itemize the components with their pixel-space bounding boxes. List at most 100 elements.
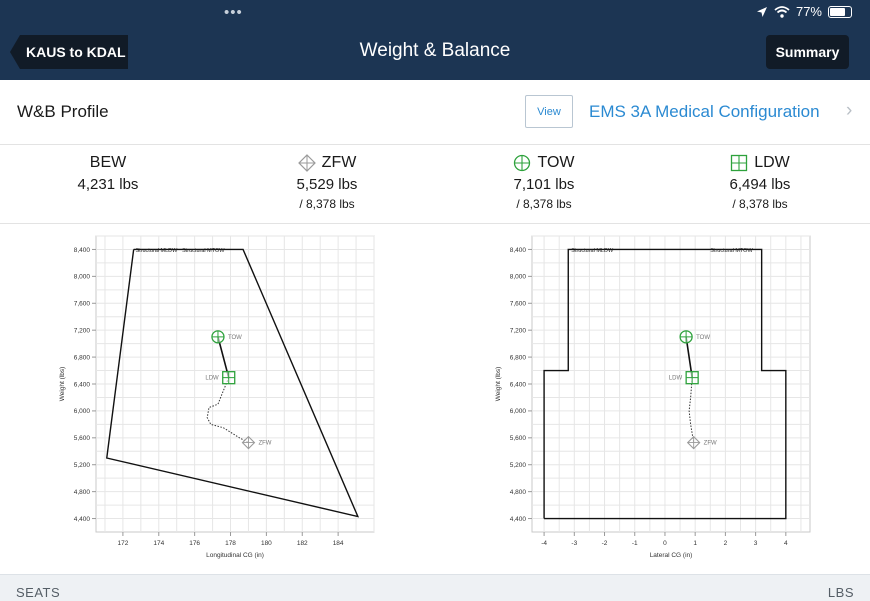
- x-tick-label: -3: [571, 540, 577, 547]
- x-tick-label: -4: [541, 540, 547, 547]
- y-tick-label: 8,400: [510, 247, 527, 254]
- weight-zfw: ZFW 5,529 lbs / 8,378 lbs: [227, 145, 427, 211]
- chevron-right-icon[interactable]: ›: [846, 100, 853, 121]
- y-tick-label: 4,800: [74, 489, 91, 496]
- point-label: TOW: [228, 335, 242, 341]
- x-tick-label: 3: [754, 540, 758, 547]
- weight-label: TOW: [537, 154, 575, 171]
- limit-label: Structural MTOW: [182, 248, 225, 254]
- weight-value: 6,494 lbs: [729, 176, 791, 193]
- x-tick-label: 184: [333, 540, 344, 547]
- weights-summary: BEW 4,231 lbs ZFW 5,529 lbs / 8,378 lbs …: [0, 145, 870, 224]
- x-tick-label: -1: [632, 540, 638, 547]
- y-tick-label: 5,200: [510, 462, 527, 469]
- y-tick-label: 5,600: [510, 435, 527, 442]
- y-tick-label: 5,600: [74, 435, 91, 442]
- y-tick-label: 8,000: [510, 274, 527, 281]
- limit-label: Structural MLDW: [135, 248, 178, 254]
- y-tick-label: 5,200: [74, 462, 91, 469]
- square-cross-icon: [731, 154, 748, 172]
- status-bar: ••• 77%: [0, 0, 870, 24]
- weight-label: BEW: [89, 154, 127, 171]
- wifi-icon: [774, 5, 790, 18]
- x-tick-label: 174: [153, 540, 164, 547]
- limit-label: Structural MLDW: [571, 248, 614, 254]
- x-tick-label: 1: [693, 540, 697, 547]
- battery-fill: [830, 7, 845, 16]
- y-tick-label: 6,400: [510, 381, 527, 388]
- zero-fuel-path: [688, 377, 695, 443]
- point-label: TOW: [696, 335, 710, 341]
- cg-envelope: [543, 248, 787, 520]
- point-label: LDW: [669, 376, 683, 382]
- weight-value: 4,231 lbs: [77, 176, 139, 193]
- weight-ldw: LDW 6,494 lbs / 8,378 lbs: [660, 145, 860, 211]
- y-tick-label: 6,800: [74, 354, 91, 361]
- x-tick-label: 2: [724, 540, 728, 547]
- y-tick-label: 4,400: [74, 516, 91, 523]
- ldw-marker-cross: [222, 371, 235, 384]
- battery-icon: [828, 5, 852, 18]
- y-axis-label: Weight (lbs): [495, 367, 502, 402]
- wb-profile-row[interactable]: W&B Profile View EMS 3A Medical Configur…: [0, 80, 870, 145]
- x-tick-label: 180: [261, 540, 272, 547]
- fuel-burn-line: [217, 336, 230, 378]
- status-icons: 77%: [756, 4, 852, 19]
- zfw-marker-cross: [242, 436, 255, 449]
- y-tick-label: 6,800: [510, 354, 527, 361]
- configuration-name[interactable]: EMS 3A Medical Configuration: [589, 102, 820, 121]
- summary-button[interactable]: Summary: [766, 35, 849, 69]
- diamond-icon: [297, 154, 316, 172]
- back-button[interactable]: KAUS to KDAL: [10, 35, 128, 69]
- x-tick-label: -2: [602, 540, 608, 547]
- fuel-burn-line: [685, 336, 693, 378]
- tow-marker-cross: [680, 330, 693, 343]
- lateral-cg-chart: -4 -3 -2 -1 0 1 2 3 4 4,400 4,800 5,200 5,600 6,000 6,…: [495, 235, 811, 559]
- y-tick-label: 6,000: [74, 408, 91, 415]
- weight-value: 7,101 lbs: [513, 176, 575, 193]
- zero-fuel-path: [206, 377, 249, 444]
- point-label: ZFW: [704, 441, 717, 447]
- wb-profile-label: W&B Profile: [17, 102, 109, 121]
- ldw-marker-cross: [686, 371, 699, 384]
- point-label: LDW: [205, 376, 219, 382]
- weight-max: / 8,378 lbs: [299, 197, 355, 211]
- x-axis-label: Longitudinal CG (in): [206, 552, 264, 559]
- page-title: Weight & Balance: [359, 40, 511, 61]
- x-tick-label: 178: [225, 540, 236, 547]
- weight-value: 5,529 lbs: [296, 176, 358, 193]
- circle-cross-icon: [514, 154, 531, 172]
- y-tick-label: 8,000: [74, 274, 91, 281]
- x-tick-label: 182: [297, 540, 308, 547]
- y-tick-label: 6,400: [74, 381, 91, 388]
- lbs-label: LBS: [827, 585, 854, 600]
- weight-tow: TOW 7,101 lbs / 8,378 lbs: [444, 145, 644, 211]
- zfw-marker-cross: [687, 436, 700, 449]
- view-button[interactable]: View: [525, 95, 573, 128]
- seats-label: SEATS: [16, 585, 61, 600]
- y-tick-label: 7,600: [510, 301, 527, 308]
- weight-bew: BEW 4,231 lbs: [8, 145, 208, 193]
- point-label: ZFW: [258, 441, 271, 447]
- y-tick-label: 7,600: [74, 301, 91, 308]
- longitudinal-cg-chart: 172 174 176 178 180 182 184 4,400 4,800 5,200 5,60…: [59, 235, 375, 559]
- y-tick-label: 7,200: [510, 327, 527, 334]
- battery-percent: 77%: [795, 4, 822, 19]
- limit-label: Structural MTOW: [710, 248, 753, 254]
- y-axis-label: Weight (lbs): [59, 367, 66, 402]
- nav-bar: KAUS to KDAL Weight & Balance Summary: [0, 24, 870, 80]
- cg-envelope: [105, 248, 360, 518]
- charts-area: 172 174 176 178 180 182 184 4,400 4,800 5,200 5,60…: [0, 224, 870, 574]
- weight-max: / 8,378 lbs: [516, 197, 572, 211]
- weight-max: / 8,378 lbs: [732, 197, 788, 211]
- multitasking-dots-icon[interactable]: •••: [224, 4, 243, 21]
- y-tick-label: 4,400: [510, 516, 527, 523]
- weight-label: ZFW: [321, 154, 357, 171]
- x-tick-label: 176: [189, 540, 200, 547]
- x-tick-label: 172: [117, 540, 128, 547]
- y-tick-label: 6,000: [510, 408, 527, 415]
- y-tick-label: 8,400: [74, 247, 91, 254]
- weight-label: LDW: [754, 154, 790, 171]
- x-tick-label: 0: [663, 540, 667, 547]
- location-arrow-icon: [756, 6, 767, 17]
